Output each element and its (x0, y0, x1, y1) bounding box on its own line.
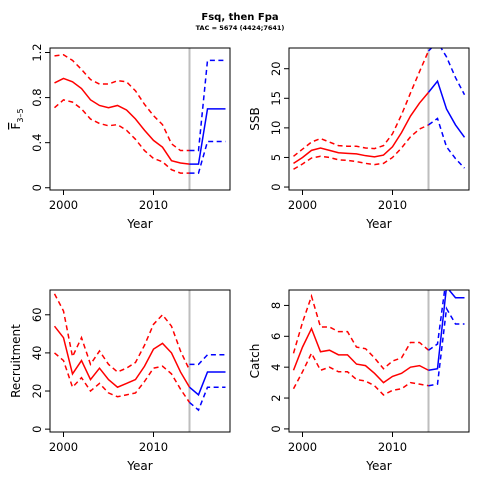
f-y-tick-label: 0.8 (30, 88, 44, 106)
ssb-projection-upper-line (427, 48, 466, 96)
recruitment-historic-median-line (53, 325, 191, 389)
recruitment-x-tick-label: 2000 (49, 440, 78, 454)
catch-y-axis-label: Catch (248, 344, 262, 379)
f-historic-lower-line (54, 99, 190, 174)
catch-x-axis-label: Year (365, 459, 391, 473)
ssb-historic-median-line (293, 91, 430, 165)
ssb-y-axis-label: SSB (248, 107, 262, 130)
panel-catch: 2000 2010 0 2 4 6 8 Year Catch (248, 289, 470, 473)
f-projection-lower-line (189, 140, 226, 174)
ssb-projection-median-line (427, 79, 466, 138)
ssb-historic-upper-line (293, 50, 430, 157)
ssb-y-tick-label: 10 (269, 121, 283, 136)
recruitment-x-tick-label: 2010 (139, 440, 168, 454)
catch-x-tick-label: 2010 (378, 440, 407, 454)
panel-f: 2000 2010 0 0.4 0.8 1.2 Year F3–5 (9, 43, 231, 231)
f-historic-upper-line (54, 53, 190, 152)
figure-title: Fsq, then Fpa (201, 12, 278, 23)
ssb-x-axis-label: Year (365, 217, 391, 231)
recruitment-y-axis-label: Recruitment (9, 324, 23, 398)
recruitment-historic-lower-line (54, 352, 191, 403)
f-y-tick-label: 1.2 (30, 43, 44, 61)
recruitment-plot-frame (49, 289, 231, 433)
figure-subtitle: TAC = 5674 (4424;7641) (196, 24, 285, 32)
recruitment-projection-median-line (189, 371, 226, 397)
f-historic-median-line (54, 77, 190, 165)
catch-y-tick-label: 6 (269, 333, 283, 340)
f-plot-frame (49, 47, 231, 191)
f-projection-upper-line (189, 59, 226, 152)
panel-ssb: 2000 2010 0 5 10 15 20 Year SSB (248, 47, 470, 231)
recruitment-y-tick-label: 20 (30, 384, 44, 399)
catch-historic-lower-line (292, 351, 429, 396)
f-y-tick-label: 0 (30, 184, 44, 191)
f-y-tick-label: 0.4 (30, 134, 44, 152)
catch-y-tick-label: 8 (269, 302, 283, 309)
ssb-x-tick-label: 2010 (378, 198, 407, 212)
recruitment-projection-lower-line (189, 386, 226, 412)
ssb-y-tick-label: 5 (269, 154, 283, 161)
recruitment-historic-upper-line (53, 293, 191, 373)
recruitment-projection-upper-line (189, 354, 226, 366)
panel-recruitment: 2000 2010 0 20 40 60 Year Recruitment (9, 289, 231, 473)
f-x-tick-label: 2000 (49, 198, 78, 212)
catch-historic-median-line (292, 326, 429, 384)
recruitment-y-tick-label: 0 (30, 425, 44, 432)
recruitment-x-axis-label: Year (126, 459, 152, 473)
catch-historic-upper-line (292, 293, 429, 370)
ssb-plot-frame (288, 47, 470, 191)
catch-y-tick-label: 4 (269, 364, 283, 371)
ssb-y-tick-label: 0 (269, 183, 283, 190)
catch-projection-lower-line (428, 306, 465, 387)
recruitment-y-tick-label: 40 (30, 346, 44, 361)
ssb-projection-lower-line (428, 117, 466, 169)
f-x-axis-label: Year (126, 217, 152, 231)
ssb-y-tick-label: 20 (269, 61, 283, 76)
recruitment-y-tick-label: 60 (30, 307, 44, 322)
catch-y-tick-label: 2 (269, 394, 283, 401)
catch-plot-frame (288, 289, 470, 433)
f-projection-median-line (189, 108, 226, 165)
ssb-x-tick-label: 2000 (288, 198, 317, 212)
ssb-y-tick-label: 15 (269, 91, 283, 106)
ssb-historic-lower-line (293, 124, 429, 170)
f-y-axis-label: F3–5 (9, 108, 25, 129)
catch-x-tick-label: 2000 (288, 440, 317, 454)
catch-projection-median-line (428, 290, 465, 371)
catch-y-tick-label: 0 (269, 425, 283, 432)
f-x-tick-label: 2010 (139, 198, 168, 212)
